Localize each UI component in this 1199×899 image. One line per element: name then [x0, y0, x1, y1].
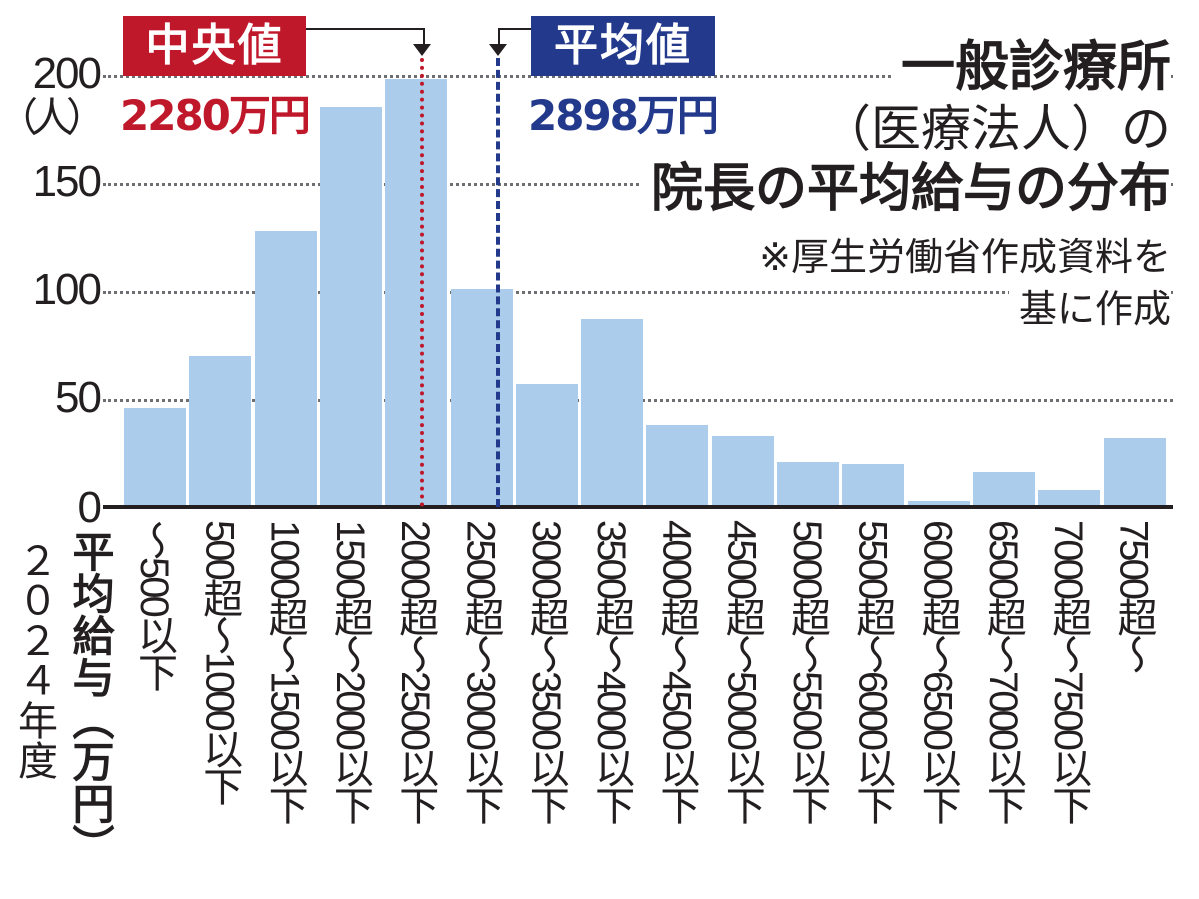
y-tick-200: 200	[32, 49, 102, 98]
x-tick-label: 2000超～2500以下	[393, 520, 438, 822]
source-note-line2: 基に作成	[1008, 284, 1171, 334]
y-tick-0: 0	[77, 483, 103, 532]
chart-title-line2: （医療法人）の	[811, 98, 1171, 160]
mean-arrow-icon	[489, 44, 507, 56]
y-tick-50: 50	[55, 373, 102, 422]
bar	[581, 319, 644, 507]
x-axis-title: 平均給与（万円）	[66, 530, 115, 866]
y-axis-unit: （人）	[0, 96, 106, 140]
bar	[124, 407, 186, 507]
x-tick-label: 4500超～5000以下	[719, 520, 764, 822]
bar	[777, 461, 839, 507]
gridline-150	[103, 183, 1173, 186]
bar	[842, 463, 905, 507]
bar	[1038, 489, 1101, 507]
x-tick-label: 3000超～3500以下	[523, 520, 568, 822]
x-tick-label: ～500以下	[132, 520, 176, 689]
mean-connector	[498, 28, 534, 50]
median-value: 2280万円	[120, 91, 311, 140]
bar	[515, 383, 578, 507]
x-tick-label: 1500超～2000以下	[327, 520, 372, 822]
mean-line	[496, 58, 500, 507]
bar	[450, 288, 513, 507]
median-label: 中央値	[123, 16, 306, 76]
median-connector	[302, 28, 425, 50]
median-arrow-icon	[413, 44, 431, 56]
bar	[385, 79, 448, 507]
bar	[319, 107, 382, 507]
bar	[1103, 437, 1166, 507]
bar	[907, 500, 970, 507]
median-line	[420, 58, 424, 507]
mean-label: 平均値	[531, 16, 715, 76]
bar	[972, 472, 1035, 507]
x-tick-label: 6500超～7000以下	[980, 520, 1025, 822]
bar	[189, 355, 252, 507]
x-tick-label: 7500超～	[1111, 520, 1156, 671]
x-tick-label: 4000超～4500以下	[654, 520, 699, 822]
x-axis-line	[103, 505, 1173, 509]
x-tick-label: 2500超～3000以下	[458, 520, 503, 822]
mean-value: 2898万円	[528, 91, 719, 140]
y-tick-100: 100	[32, 265, 102, 314]
x-tick-label: 7000超～7500以下	[1046, 520, 1091, 822]
x-tick-label: 3500超～4000以下	[589, 520, 634, 822]
chart-title-line3: 院長の平均給与の分布	[640, 158, 1171, 220]
bar	[711, 435, 774, 507]
gridline-200	[103, 75, 1173, 78]
y-tick-150: 150	[32, 157, 102, 206]
x-tick-label: 5000超～5500以下	[785, 520, 829, 822]
x-tick-label: 6000超～6500以下	[915, 520, 960, 822]
gridline-100	[103, 291, 1173, 294]
x-tick-label: 5500超～6000以下	[850, 520, 895, 822]
x-tick-label: 1000超～1500以下	[262, 520, 307, 822]
chart-title-line1: 一般診療所	[891, 36, 1171, 98]
bar	[646, 424, 709, 507]
source-note-line1: ※厚生労働省作成資料を	[749, 232, 1171, 282]
x-tick-label: 500超～1000以下	[197, 520, 242, 803]
bar	[254, 230, 317, 507]
x-axis-year: ２０２４年度	[11, 540, 57, 780]
